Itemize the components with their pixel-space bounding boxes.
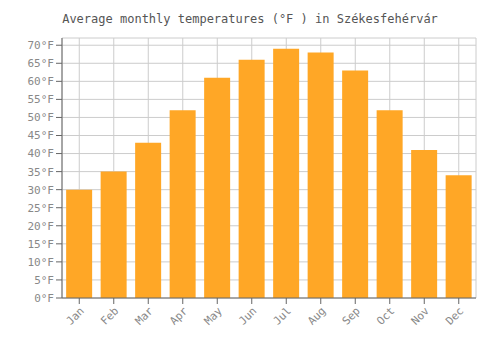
svg-text:50°F: 50°F bbox=[28, 111, 55, 124]
svg-text:20°F: 20°F bbox=[28, 220, 55, 233]
svg-text:Nov: Nov bbox=[409, 304, 433, 328]
svg-text:Dec: Dec bbox=[443, 304, 466, 327]
svg-text:70°F: 70°F bbox=[28, 39, 55, 52]
svg-text:Mar: Mar bbox=[133, 304, 157, 328]
svg-text:35°F: 35°F bbox=[28, 166, 55, 179]
svg-text:0°F: 0°F bbox=[34, 292, 54, 305]
svg-text:15°F: 15°F bbox=[28, 238, 55, 251]
svg-text:45°F: 45°F bbox=[28, 129, 55, 142]
svg-text:Feb: Feb bbox=[98, 304, 121, 327]
svg-text:Jun: Jun bbox=[236, 304, 259, 327]
svg-text:30°F: 30°F bbox=[28, 184, 55, 197]
svg-text:40°F: 40°F bbox=[28, 147, 55, 160]
svg-text:Oct: Oct bbox=[374, 304, 397, 327]
svg-text:Jan: Jan bbox=[64, 304, 87, 327]
svg-text:10°F: 10°F bbox=[28, 256, 55, 269]
html-text:Average monthly temperatures (: Average monthly temperatures (°F ) in Sz… bbox=[62, 12, 438, 26]
svg-text:May: May bbox=[202, 304, 226, 328]
svg-text:25°F: 25°F bbox=[28, 202, 55, 215]
svg-text:60°F: 60°F bbox=[28, 75, 55, 88]
svg-text:5°F: 5°F bbox=[34, 274, 54, 287]
svg-text:65°F: 65°F bbox=[28, 57, 55, 70]
svg-text:Sep: Sep bbox=[340, 304, 363, 327]
svg-text:Jul: Jul bbox=[271, 304, 294, 327]
svg-text:55°F: 55°F bbox=[28, 93, 55, 106]
svg-text:Apr: Apr bbox=[167, 304, 191, 328]
svg-text:Aug: Aug bbox=[305, 304, 328, 327]
